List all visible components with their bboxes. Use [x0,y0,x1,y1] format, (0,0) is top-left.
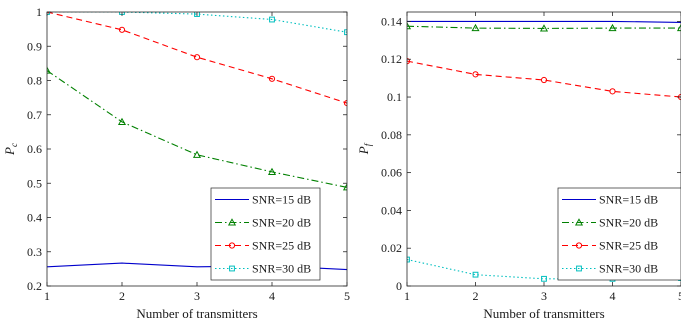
data-point [192,150,202,158]
x-axis-label: Number of transmitters [483,306,604,321]
series-line-1 [407,20,681,23]
data-point [342,183,347,191]
y-tick-label: 0.2 [27,279,42,293]
legend-entry: SNR=30 dB [599,262,658,276]
legend-entry: SNR=15 dB [599,193,658,207]
x-tick-label: 3 [194,289,200,303]
data-point [471,23,480,32]
legend: SNR=15 dB SNR=20 dB SNR=25 dB SNR=30 dB [557,187,681,281]
y-tick-label: 0 [396,279,402,293]
y-tick-label: 0.1 [387,90,402,104]
legend-entry: SNR=20 dB [599,216,658,230]
legend-marker [228,242,236,249]
series-line-2 [47,70,347,188]
y-tick-label: 0.8 [27,74,42,88]
y-tick-label: 0.06 [381,166,402,180]
y-tick-label: 0.12 [381,52,402,66]
y-tick-label: 0.3 [27,245,42,259]
y-tick-label: 0.5 [27,176,42,190]
y-tick-label: 0.7 [27,108,42,122]
x-tick-label: 1 [44,289,50,303]
series-line-3 [407,60,681,98]
y-tick-label: 0.08 [381,128,402,142]
x-tick-label: 5 [678,289,681,303]
y-tick-label: 0.4 [27,211,42,225]
x-tick-label: 2 [473,289,479,303]
y-tick-label: 0.9 [27,39,42,53]
data-point [118,26,126,33]
data-point [472,71,479,78]
data-point [268,75,276,82]
data-point [193,54,201,61]
y-axis-label: Pf [356,142,373,155]
data-point [47,66,52,74]
legend-entry: SNR=20 dB [252,216,311,230]
data-point [194,12,200,17]
legend-box [557,187,681,281]
data-point [676,23,681,32]
y-axis-label: Pc [2,143,19,156]
legend-marker [227,218,237,226]
legend-box [210,187,321,281]
data-point [407,58,411,65]
legend-marker [575,242,583,249]
series-line-2 [407,25,681,29]
data-point [269,16,275,23]
x-axis-label: Number of transmitters [136,306,257,321]
legend-entry: SNR=25 dB [252,239,311,253]
legend-entry: SNR=25 dB [599,239,658,253]
data-point [608,23,617,32]
chart-panel-1: 1 2 3 4 5 0.2 0.3 0.4 0.5 0.6 0.7 0.8 0.9 1 Number of … [2,5,350,321]
y-tick-label: 0.02 [381,241,402,255]
x-tick-label: 3 [541,289,547,303]
data-point [344,29,347,36]
y-tick-label: 1 [36,5,42,19]
data-point [539,24,549,32]
data-point [609,88,616,95]
x-tick-label: 1 [404,289,410,303]
x-tick-label: 5 [344,289,350,303]
data-point [541,275,547,282]
series-line-3 [47,12,347,104]
data-point [267,167,277,176]
chart-panel-2: 1 2 3 4 5 0 0.02 0.04 0.06 0.08 0.1 0.12 0.14 Number … [356,11,681,321]
x-tick-label: 4 [610,289,616,303]
y-tick-label: 0.14 [381,14,402,28]
y-tick-label: 0.6 [27,142,42,156]
legend-entry: SNR=15 dB [252,193,311,207]
legend-marker [574,218,584,226]
y-tick-label: 0.04 [381,203,402,217]
legend-marker [229,265,235,272]
x-tick-label: 2 [119,289,125,303]
legend-entry: SNR=30 dB [252,262,311,276]
legend: SNR=15 dB SNR=20 dB SNR=25 dB SNR=30 dB [210,187,321,281]
data-point [117,117,127,126]
data-point [472,271,479,278]
data-point [540,76,548,84]
x-tick-label: 4 [269,289,275,303]
legend-marker [576,265,582,272]
data-point [407,21,412,30]
